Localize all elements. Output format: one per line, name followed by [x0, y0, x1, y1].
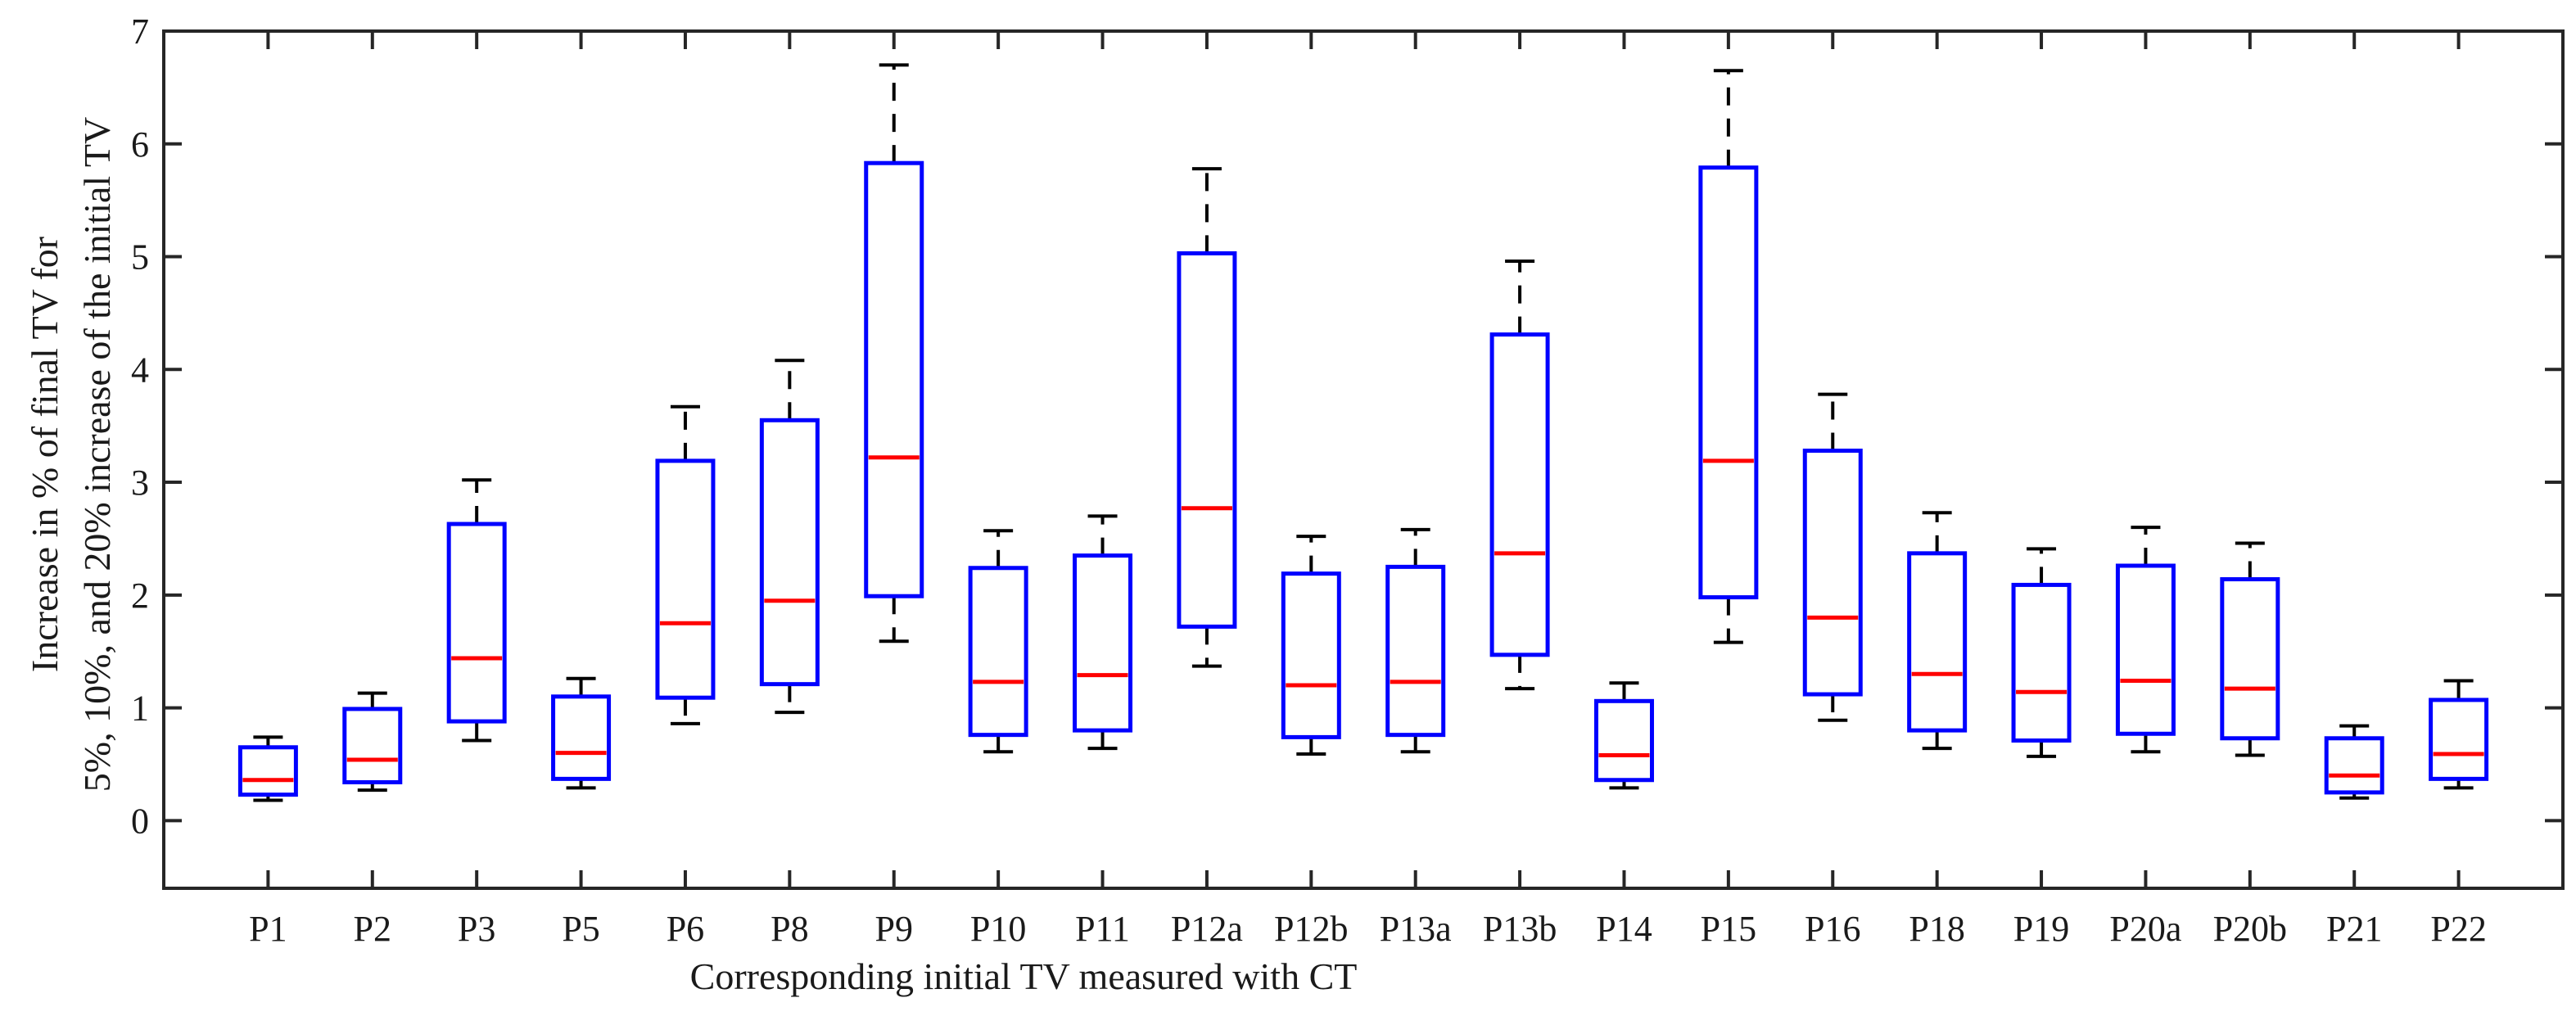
y-axis-title-line-2: 5%, 10%, and 20% increase of the initial…: [76, 117, 118, 792]
y-tick-label: 2: [131, 576, 149, 616]
y-tick-label: 4: [131, 350, 149, 390]
x-tick-label: P22: [2430, 909, 2486, 949]
y-axis-title-line-1: Increase in % of final TV for: [24, 237, 66, 672]
y-tick-label: 5: [131, 237, 149, 278]
iqr-box: [864, 160, 924, 598]
iqr-box: [551, 694, 612, 781]
box-p2: [342, 691, 403, 792]
y-axis-title: Increase in % of final TV for 5%, 10%, a…: [24, 117, 118, 792]
y-tick-label: 7: [131, 11, 149, 52]
x-tick-label: P9: [874, 909, 912, 949]
x-tick-label: P3: [458, 909, 495, 949]
iqr-box: [759, 418, 820, 687]
box-p12a: [1177, 167, 1237, 668]
x-tick-label: P2: [354, 909, 391, 949]
x-tick-label: P12b: [1274, 909, 1348, 949]
iqr-box: [1907, 551, 1968, 733]
x-tick-label: P6: [667, 909, 704, 949]
x-tick-label: P10: [970, 909, 1026, 949]
x-tick-label: P13a: [1380, 909, 1452, 949]
iqr-box: [2220, 577, 2280, 741]
box-p13a: [1385, 527, 1446, 754]
box-p6: [655, 404, 716, 725]
iqr-box: [2115, 563, 2176, 736]
iqr-box: [342, 707, 403, 785]
iqr-box: [446, 522, 507, 724]
box-p12b: [1281, 535, 1341, 756]
x-tick-label: P13b: [1483, 909, 1557, 949]
x-tick-label: P15: [1701, 909, 1756, 949]
iqr-box: [1385, 564, 1446, 738]
box-p13b: [1489, 260, 1550, 691]
iqr-box: [1177, 251, 1237, 629]
box-p8: [759, 359, 820, 715]
y-tick-label: 3: [131, 463, 149, 503]
box-p9: [864, 63, 924, 643]
x-tick-label: P5: [562, 909, 599, 949]
y-tick-label: 6: [131, 124, 149, 165]
iqr-box: [1698, 165, 1759, 600]
plot-frame: [162, 29, 2565, 890]
iqr-box: [1489, 332, 1550, 657]
box-p14: [1593, 681, 1654, 790]
box-p18: [1907, 511, 1968, 751]
x-tick-label: P19: [2013, 909, 2069, 949]
iqr-box: [968, 566, 1028, 738]
axes: 0 1 2 3 4 5 6 7 P1 P2 P3 P5 P6 P8 P9 P10 P11 P12a P12b P13a…: [131, 11, 2565, 949]
box-p1: [237, 735, 298, 802]
iqr-box: [2324, 736, 2384, 795]
x-tick-label: P1: [249, 909, 287, 949]
box-p22: [2429, 679, 2489, 790]
iqr-box: [237, 745, 298, 797]
iqr-box: [1593, 698, 1654, 783]
x-tick-label: P18: [1909, 909, 1964, 949]
iqr-box: [2011, 582, 2072, 743]
iqr-box: [2429, 698, 2489, 781]
y-tick-label: 1: [131, 689, 149, 729]
x-tick-label: P20b: [2213, 909, 2287, 949]
box-p15: [1698, 69, 1759, 644]
x-tick-label: P20a: [2109, 909, 2181, 949]
box-p11: [1073, 514, 1133, 751]
box-p10: [968, 529, 1028, 754]
box-p3: [446, 478, 507, 743]
box-p16: [1802, 392, 1863, 722]
x-tick-label: P8: [771, 909, 808, 949]
box-p5: [551, 676, 612, 790]
x-tick-label: P16: [1805, 909, 1860, 949]
x-tick-label: P12a: [1171, 909, 1243, 949]
box-p20b: [2220, 541, 2280, 757]
box-p21: [2324, 724, 2384, 800]
x-axis-title: Corresponding initial TV measured with C…: [690, 955, 1358, 997]
box-p20a: [2115, 526, 2176, 754]
box-p19: [2011, 547, 2072, 758]
x-tick-label: P11: [1075, 909, 1130, 949]
iqr-box: [1281, 571, 1341, 739]
iqr-box: [1073, 553, 1133, 733]
x-tick-label: P14: [1596, 909, 1652, 949]
plot-area: [237, 63, 2489, 802]
iqr-box: [655, 458, 716, 700]
iqr-box: [1802, 448, 1863, 697]
x-tick-label: P21: [2326, 909, 2382, 949]
y-tick-label: 0: [131, 801, 149, 841]
